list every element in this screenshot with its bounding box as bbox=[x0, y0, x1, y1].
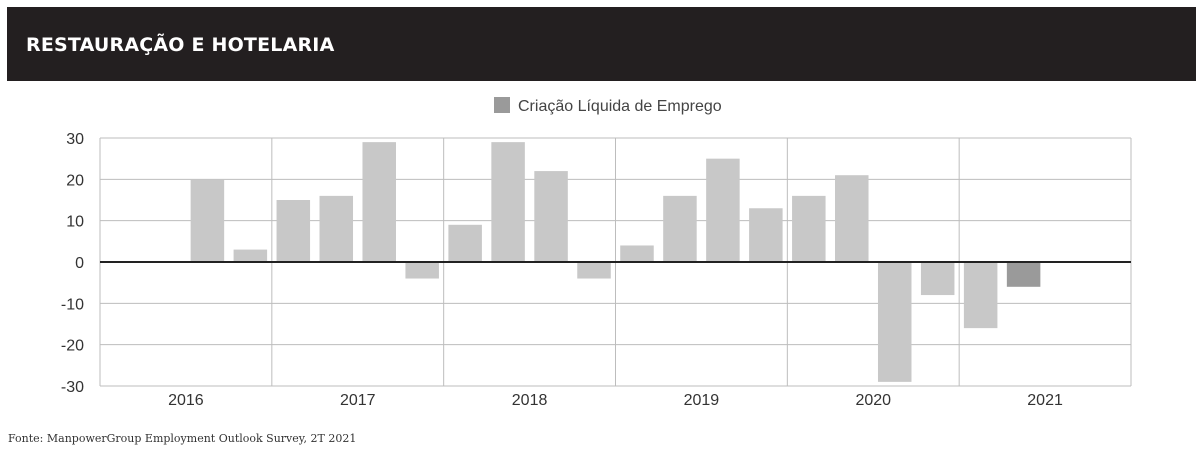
bar bbox=[963, 262, 998, 329]
bar bbox=[1006, 262, 1041, 287]
bar bbox=[362, 142, 396, 262]
y-tick-label: -30 bbox=[61, 379, 84, 396]
bar bbox=[405, 262, 439, 279]
x-year-label: 2019 bbox=[684, 392, 720, 409]
x-year-label: 2017 bbox=[340, 392, 376, 409]
bar bbox=[749, 208, 783, 262]
x-year-label: 2018 bbox=[512, 392, 548, 409]
x-year-label: 2020 bbox=[855, 392, 891, 409]
header-title: RESTAURAÇÃO E HOTELARIA bbox=[26, 34, 335, 56]
y-tick-label: -10 bbox=[61, 296, 84, 313]
bar bbox=[577, 262, 611, 279]
bar bbox=[792, 195, 826, 262]
bar bbox=[448, 224, 482, 262]
y-tick-label: 10 bbox=[66, 214, 84, 231]
bar bbox=[706, 158, 740, 262]
bar bbox=[233, 249, 268, 262]
x-year-label: 2016 bbox=[168, 392, 204, 409]
bar bbox=[877, 262, 912, 382]
y-tick-label: -20 bbox=[61, 338, 84, 355]
bar bbox=[620, 245, 654, 262]
y-tick-label: 20 bbox=[66, 172, 84, 189]
header-bar: RESTAURAÇÃO E HOTELARIA bbox=[7, 7, 1196, 81]
bar bbox=[534, 171, 568, 262]
bar bbox=[491, 142, 525, 262]
bar bbox=[319, 195, 354, 262]
x-year-label: 2021 bbox=[1027, 392, 1063, 409]
y-tick-label: 30 bbox=[66, 131, 84, 148]
bar-chart: 30 20 10 0 -10 -20 -30 2016 2017 2018 2019 2020 2021… bbox=[61, 97, 1132, 409]
bar bbox=[835, 175, 869, 262]
y-tick-label: 0 bbox=[75, 255, 84, 272]
bar bbox=[190, 179, 225, 262]
source-note: Fonte: ManpowerGroup Employment Outlook … bbox=[8, 432, 357, 445]
legend-swatch bbox=[494, 97, 510, 113]
bar bbox=[920, 262, 955, 296]
bar bbox=[663, 195, 697, 262]
legend-label: Criação Líquida de Emprego bbox=[518, 98, 722, 115]
bar bbox=[276, 200, 311, 262]
